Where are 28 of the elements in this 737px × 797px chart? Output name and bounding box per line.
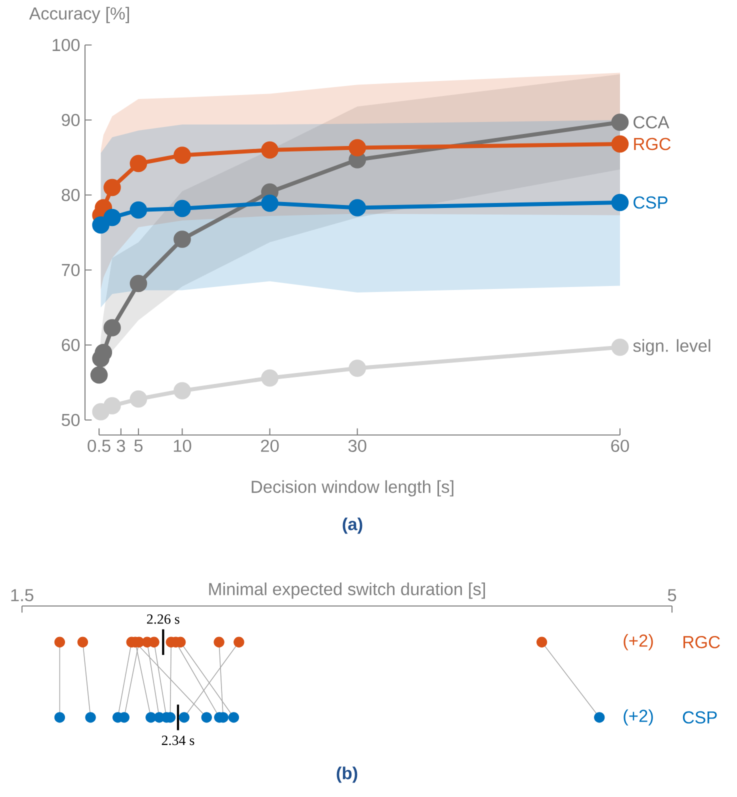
x-tick-label: 1.5 — [11, 589, 34, 602]
x-tick-label: 60 — [611, 440, 629, 452]
x-tick-label: 0.5 — [88, 440, 110, 452]
series-label: CCA — [634, 116, 670, 128]
series-label: sign. level — [633, 339, 710, 356]
y-axis-title: Accuracy [%] — [29, 6, 129, 24]
x-axis-title: Minimal expected switch duration [s] — [209, 582, 485, 599]
y-tick-label: 100 — [52, 38, 80, 52]
y-tick-label: 90 — [62, 114, 80, 126]
y-tick-label: 60 — [62, 338, 80, 352]
x-axis-title: Decision window length [s] — [252, 480, 454, 496]
x-tick-label: 10 — [174, 440, 192, 452]
y-tick-label: 50 — [62, 414, 80, 426]
annotation: 2.34 s — [162, 736, 194, 746]
annotation: 2.26 s — [147, 614, 180, 624]
x-tick-label: 30 — [348, 440, 366, 452]
y-tick-label: 70 — [62, 264, 80, 276]
annotation: (+2) — [624, 709, 653, 726]
x-tick-label: 3 — [116, 440, 126, 452]
series-label: RGC — [634, 138, 671, 150]
text: (a) — [342, 518, 362, 534]
x-tick-label: 5 — [668, 589, 676, 602]
series-label: CSP — [634, 196, 668, 209]
x-tick-label: 20 — [261, 440, 279, 452]
annotation: (+2) — [624, 634, 653, 650]
text: (b) — [336, 766, 358, 783]
x-tick-label: 5 — [134, 440, 143, 452]
y-tick-label: 80 — [62, 188, 80, 202]
